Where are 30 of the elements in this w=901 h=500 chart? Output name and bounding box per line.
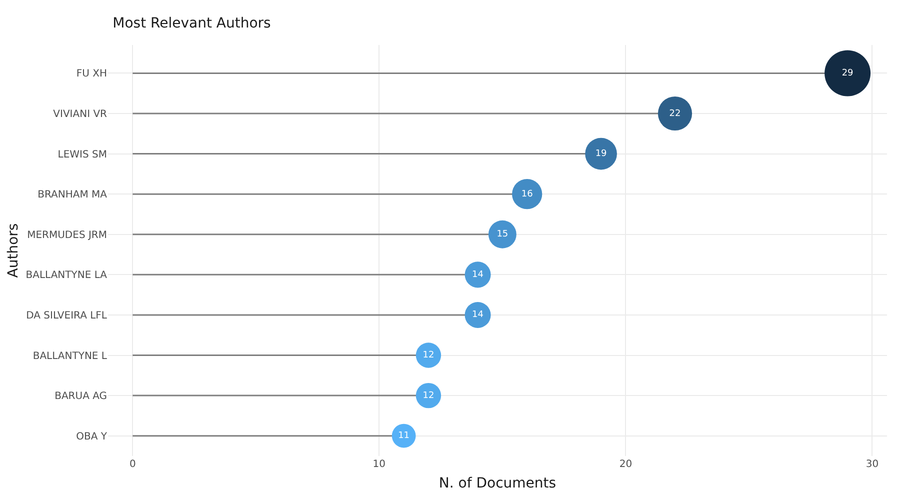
data-label: 14 <box>472 270 484 280</box>
data-label: 29 <box>842 68 854 78</box>
data-label: 12 <box>422 350 434 361</box>
x-tick-label: 10 <box>372 459 386 470</box>
chart-title: Most Relevant Authors <box>112 15 271 32</box>
y-tick-label: BALLANTYNE L <box>32 350 108 362</box>
data-label: 22 <box>669 108 681 119</box>
y-axis-title: Authors <box>5 223 22 278</box>
point <box>488 220 516 248</box>
y-tick-label: FU XH <box>76 68 107 80</box>
y-tick-label: MERMUDES JRM <box>27 230 107 241</box>
data-label: 16 <box>521 189 534 200</box>
data-label: 15 <box>496 230 508 240</box>
x-axis-title: N. of Documents <box>438 475 556 492</box>
x-tick-label: 20 <box>619 459 632 470</box>
y-tick-label: BALLANTYNE LA <box>26 270 108 282</box>
y-tick-label: VIVIANI VR <box>53 109 108 120</box>
y-tick-label: BARUA AG <box>54 391 107 402</box>
y-tick-label: BRANHAM MA <box>38 190 108 201</box>
x-tick-label: 0 <box>129 459 136 470</box>
point <box>464 302 491 328</box>
y-tick-label: DA SILVEIRA LFL <box>26 310 108 322</box>
y-tick-label: OBA Y <box>76 431 108 442</box>
point <box>464 262 491 288</box>
data-label: 14 <box>472 310 484 320</box>
y-tick-label: LEWIS SM <box>58 149 107 160</box>
data-label: 11 <box>398 431 410 442</box>
x-tick-label: 30 <box>866 459 879 470</box>
data-label: 12 <box>422 390 434 401</box>
data-label: 19 <box>595 149 608 160</box>
